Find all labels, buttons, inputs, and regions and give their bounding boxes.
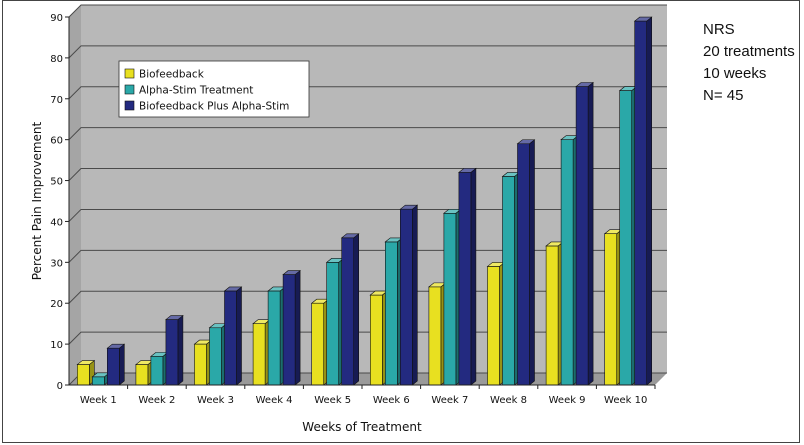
bar	[76, 359, 96, 386]
bar	[428, 282, 447, 386]
bar	[282, 269, 301, 386]
x-tick-label: Week 5	[314, 395, 351, 406]
note-treatments: 20 treatments	[703, 43, 795, 60]
y-tick-label: 80	[50, 54, 63, 65]
legend-swatch	[124, 84, 135, 95]
plot-side-wall	[69, 5, 81, 385]
bar	[516, 139, 536, 386]
x-tick-label: Week 10	[604, 395, 647, 406]
bar	[223, 286, 243, 386]
y-tick-label: 20	[50, 299, 63, 310]
bar	[384, 237, 404, 386]
bar	[165, 314, 184, 386]
bar	[603, 229, 623, 386]
note-scale: NRS	[703, 21, 735, 38]
x-tick-label: Week 1	[80, 395, 117, 406]
legend: Biofeedback Alpha-Stim Treatment Biofeedba…	[118, 60, 310, 118]
x-tick-labels: Week 1 Week 2 Week 3 Week 4 Week 5 Week 6 Week…	[80, 395, 648, 406]
x-tick-label: Week 9	[549, 395, 586, 406]
legend-label: Biofeedback	[139, 69, 205, 81]
bar	[399, 204, 419, 386]
bar	[106, 343, 126, 386]
gridline	[68, 45, 667, 59]
bar	[325, 257, 345, 386]
bar	[545, 241, 564, 386]
x-tick-label: Week 4	[256, 395, 293, 406]
bar	[135, 359, 154, 386]
gridline	[68, 86, 667, 100]
bar	[633, 16, 653, 386]
axes	[65, 16, 656, 389]
gridline	[68, 4, 667, 18]
y-tick-labels: 0 10 20 30 40 50 60 70 80 90	[50, 13, 63, 392]
x-tick-label: Week 2	[138, 395, 175, 406]
x-tick-label: Week 8	[490, 395, 527, 406]
y-tick-label: 60	[50, 136, 63, 147]
study-notes: NRS 20 treatments 10 weeks N= 45	[703, 19, 795, 107]
bar	[267, 286, 286, 386]
x-tick-label: Week 7	[431, 395, 468, 406]
note-duration: 10 weeks	[703, 65, 767, 82]
bar	[193, 339, 213, 386]
bar	[458, 167, 477, 386]
legend-label: Alpha-Stim Treatment	[139, 85, 253, 97]
bars	[76, 16, 653, 386]
y-tick-label: 30	[50, 258, 63, 269]
bar	[208, 323, 228, 386]
legend-swatch	[124, 68, 135, 79]
y-tick-label: 10	[50, 340, 63, 351]
bar	[443, 208, 462, 386]
bar	[340, 233, 360, 386]
note-sample-size: N= 45	[703, 87, 744, 104]
bar	[310, 298, 330, 386]
x-tick-label: Week 3	[197, 395, 234, 406]
y-tick-label: 0	[57, 381, 63, 392]
bar	[618, 85, 638, 386]
bar	[369, 290, 389, 386]
bar	[560, 135, 579, 386]
bar	[575, 81, 594, 386]
legend-box	[118, 60, 310, 118]
y-tick-label: 70	[50, 95, 63, 106]
bar	[501, 171, 521, 386]
x-axis-title: Weeks of Treatment	[302, 420, 422, 434]
y-axis-title: Percent Pain Improvement	[30, 121, 44, 280]
y-tick-label: 50	[50, 177, 63, 188]
legend-label: Biofeedback Plus Alpha-Stim	[139, 101, 289, 113]
bar	[252, 319, 271, 386]
bar	[486, 261, 506, 386]
bar	[150, 351, 169, 386]
y-tick-label: 40	[50, 217, 63, 228]
gridline	[68, 127, 667, 141]
legend-swatch	[124, 100, 135, 111]
bar	[91, 372, 111, 386]
y-tick-label: 90	[50, 13, 63, 24]
x-tick-label: Week 6	[373, 395, 410, 406]
